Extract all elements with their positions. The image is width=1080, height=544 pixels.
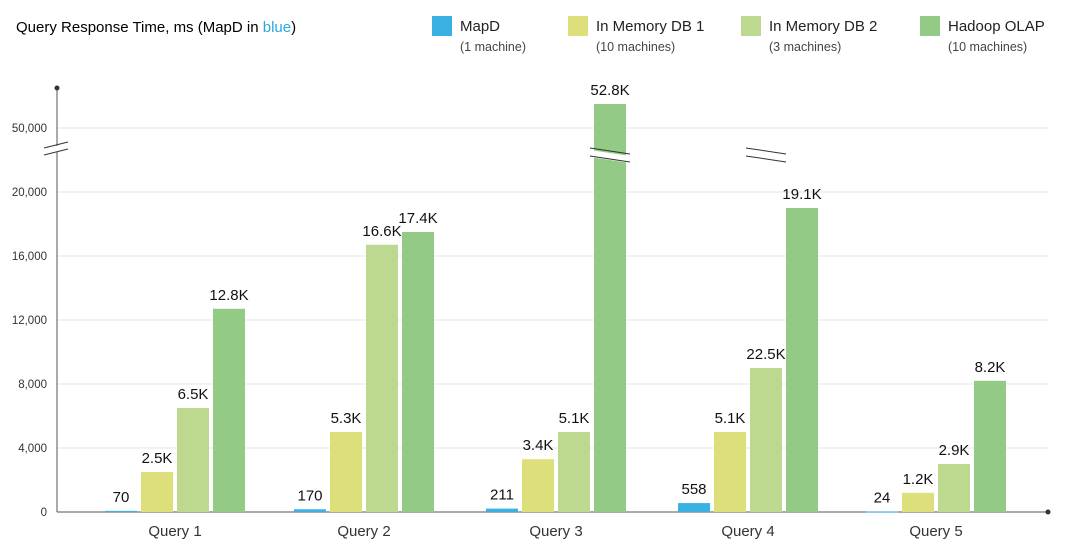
x-axis-end-dot [1045, 509, 1051, 515]
bar-break-line [745, 155, 787, 163]
bar-break-line [589, 155, 631, 163]
legend-sublabel: (3 machines) [769, 40, 841, 54]
data-label: 1.2K [903, 471, 934, 488]
data-label: 3.4K [523, 437, 554, 454]
legend-label: MapD [460, 18, 500, 35]
x-tick-label: Query 1 [148, 523, 201, 540]
y-tick-label: 4,000 [18, 443, 47, 455]
bar [522, 459, 554, 512]
y-axis-break-gap [44, 146, 70, 152]
bar [714, 432, 746, 512]
bar [902, 492, 934, 512]
legend-swatch [568, 16, 588, 36]
bar [866, 511, 898, 513]
bar [558, 432, 590, 512]
legend-label: Hadoop OLAP [948, 18, 1045, 35]
bar-break-mark [745, 147, 787, 163]
legend-item: MapD (1 machine) [432, 16, 526, 54]
data-label: 8.2K [975, 359, 1006, 376]
data-label: 5.1K [715, 410, 746, 427]
bar [177, 408, 209, 512]
bar [974, 380, 1006, 512]
data-label: 24 [874, 490, 891, 507]
legend-sublabel: (10 machines) [948, 40, 1027, 54]
data-label: 170 [297, 487, 322, 504]
x-tick-label: Query 5 [909, 523, 962, 540]
bar [594, 104, 626, 512]
y-axis-break-line [43, 141, 69, 149]
bar-break-line [589, 147, 631, 155]
bar-break-mark [589, 147, 631, 163]
x-tick-label: Query 3 [529, 523, 582, 540]
bar-break-gap [746, 150, 786, 163]
legend-swatch [920, 16, 940, 36]
legend-label: In Memory DB 2 [769, 18, 877, 35]
chart-title-highlight: blue [263, 19, 291, 36]
bar [402, 232, 434, 512]
y-tick-label: 16,000 [12, 251, 47, 263]
data-label: 17.4K [398, 210, 437, 227]
bar-break-gap [590, 150, 630, 163]
data-label: 5.1K [559, 410, 590, 427]
data-label: 2.5K [142, 450, 173, 467]
bar [486, 508, 518, 512]
y-tick-label: 50,000 [12, 123, 47, 135]
y-axis-break-line [43, 148, 69, 156]
data-label: 16.6K [362, 223, 401, 240]
bar [786, 208, 818, 512]
legend-item: In Memory DB 1 (10 machines) [568, 16, 704, 54]
bar [294, 509, 326, 512]
data-label: 70 [113, 489, 130, 506]
x-tick-label: Query 2 [337, 523, 390, 540]
y-tick-label: 12,000 [12, 315, 47, 327]
y-tick-label: 20,000 [12, 187, 47, 199]
data-label: 52.8K [590, 82, 629, 99]
bar [938, 464, 970, 512]
y-tick-label: 0 [41, 507, 47, 519]
bar [213, 308, 245, 512]
legend-label: In Memory DB 1 [596, 18, 704, 35]
chart-title: Query Response Time, ms (MapD in blue) [16, 19, 296, 36]
data-label: 558 [681, 481, 706, 498]
data-label: 22.5K [746, 346, 785, 363]
legend-item: Hadoop OLAP (10 machines) [920, 16, 1045, 54]
data-label: 12.8K [209, 287, 248, 304]
bar [678, 503, 710, 512]
bar [105, 510, 137, 512]
legend-item: In Memory DB 2 (3 machines) [741, 16, 877, 54]
bar-break-line [745, 147, 787, 155]
data-label: 2.9K [939, 442, 970, 459]
bar [750, 368, 782, 512]
data-label: 5.3K [331, 410, 362, 427]
data-label: 6.5K [178, 386, 209, 403]
legend-swatch [432, 16, 452, 36]
chart-title-prefix: Query Response Time, ms (MapD in [16, 19, 263, 36]
bars [105, 104, 1006, 513]
x-tick-label: Query 4 [721, 523, 774, 540]
bar [366, 244, 398, 513]
data-label: 19.1K [782, 186, 821, 203]
legend-swatch [741, 16, 761, 36]
data-label: 211 [490, 487, 514, 504]
legend-sublabel: (1 machine) [460, 40, 526, 54]
bar [141, 472, 173, 512]
bar [330, 432, 362, 512]
y-axis-end-dot [54, 85, 60, 91]
chart-title-suffix: ) [291, 19, 296, 36]
y-axis-break-mark [43, 141, 70, 156]
y-tick-label: 8,000 [18, 379, 47, 391]
legend: MapD (1 machine) In Memory DB 1 (10 machine… [432, 16, 1045, 54]
legend-sublabel: (10 machines) [596, 40, 675, 54]
gridlines: 0 4,000 8,000 12,000 16,000 20,000 50,000 [12, 123, 1048, 519]
